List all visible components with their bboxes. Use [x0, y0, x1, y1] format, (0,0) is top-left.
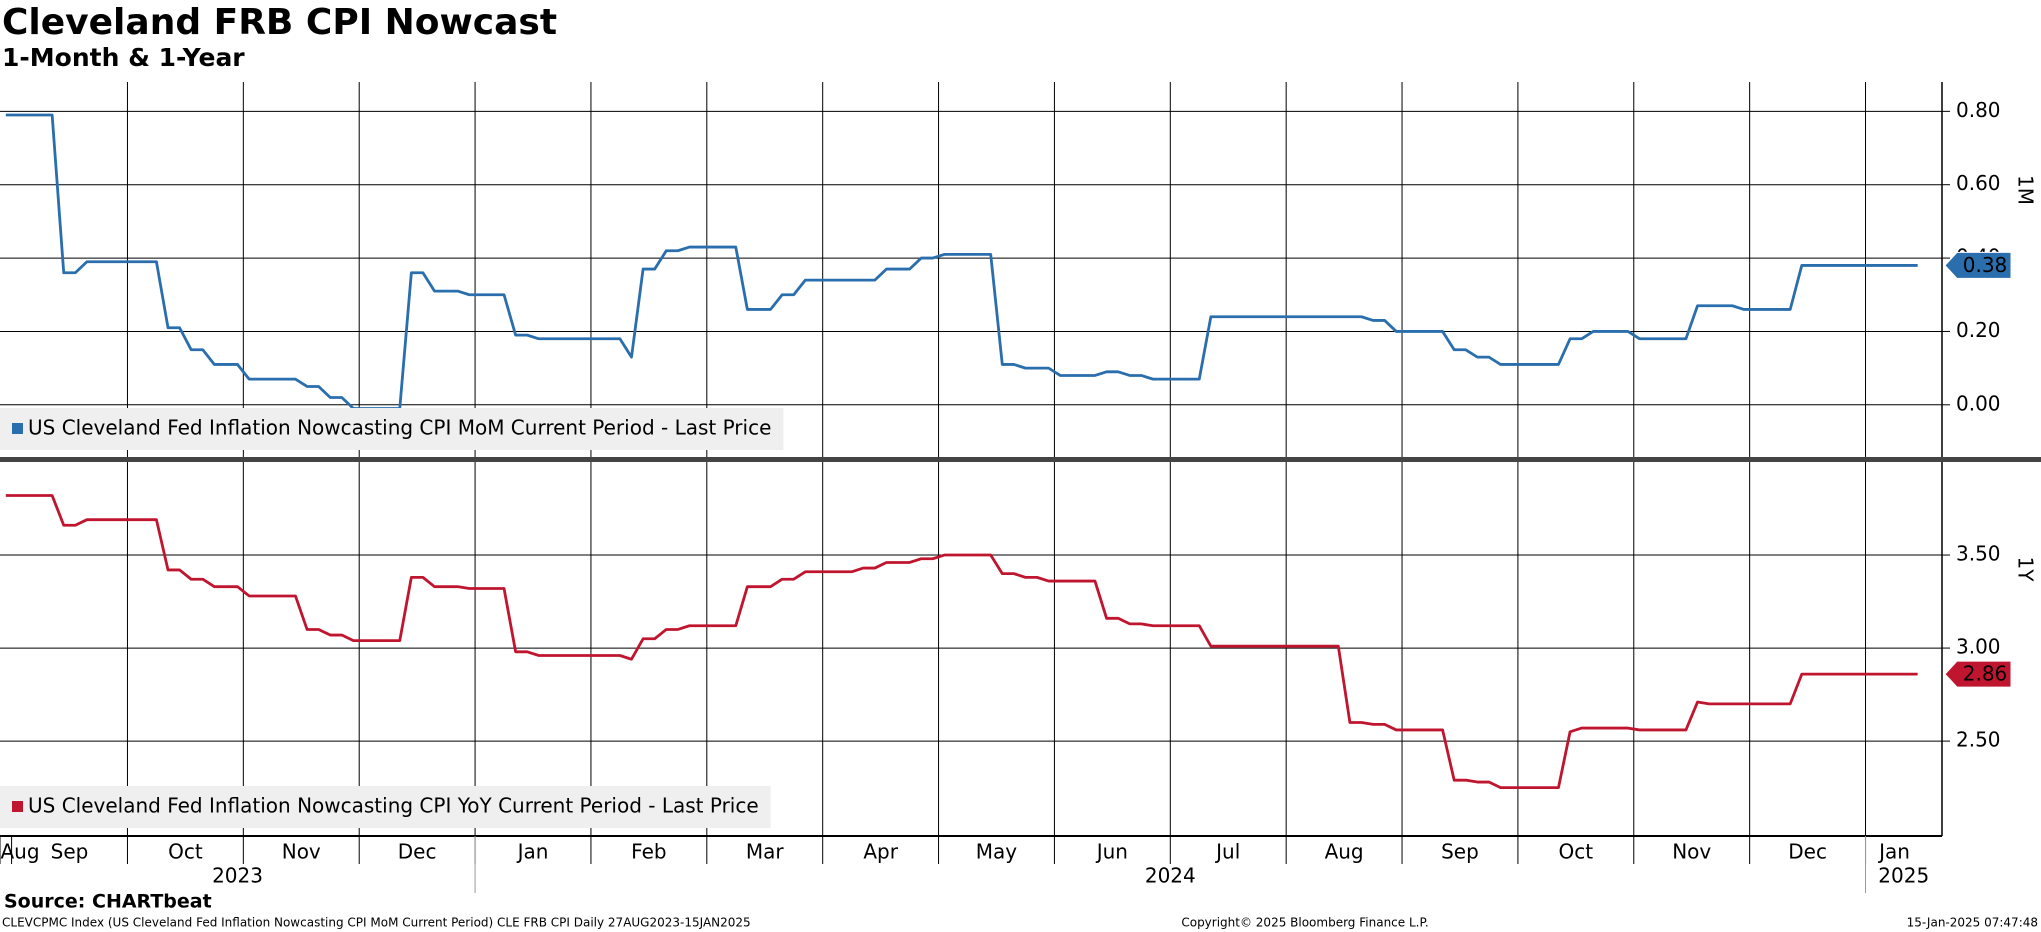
chart-subtitle: 1-Month & 1-Year: [2, 43, 245, 72]
x-tick-label: Aug: [1325, 840, 1364, 864]
y-tick-label: 0.80: [1956, 98, 2001, 122]
panel-label: 1Y: [2014, 557, 2038, 583]
legend: US Cleveland Fed Inflation Nowcasting CP…: [0, 408, 784, 450]
x-tick-label: Oct: [1559, 840, 1594, 864]
y-tick-label: 2.50: [1956, 728, 2001, 752]
year-label: 2025: [1878, 864, 1929, 888]
x-tick-label: Jun: [1095, 840, 1128, 864]
y-tick-label: 3.50: [1956, 542, 2001, 566]
last-value-label: 2.86: [1963, 662, 2008, 686]
legend-background: [0, 786, 771, 828]
x-tick-label: Dec: [1788, 840, 1827, 864]
legend-background: [0, 408, 784, 450]
year-label: 2024: [1145, 864, 1196, 888]
last-value-tag: [1944, 251, 2012, 279]
last-value-tag: [1944, 660, 2012, 688]
legend: US Cleveland Fed Inflation Nowcasting CP…: [0, 786, 771, 828]
y-tick-label: 0.60: [1956, 171, 2001, 195]
legend-swatch: [12, 423, 23, 434]
y-tick-label: 3.00: [1956, 635, 2001, 659]
x-tick-label: Dec: [398, 840, 437, 864]
y-tick-label: 0.20: [1956, 318, 2001, 342]
last-value-label: 0.38: [1963, 253, 2008, 277]
x-tick-label: Aug: [0, 840, 39, 864]
y-tick-label: 0.00: [1956, 391, 2001, 415]
x-tick-label: Jan: [516, 840, 549, 864]
series-line: [5, 113, 1918, 410]
legend-swatch: [12, 801, 23, 812]
footer-center: Copyright© 2025 Bloomberg Finance L.P.: [1181, 916, 1428, 930]
panel-separator: [0, 457, 2041, 462]
chart-title: Cleveland FRB CPI Nowcast: [2, 2, 557, 43]
x-tick-label: Sep: [1441, 840, 1479, 864]
legend-label: US Cleveland Fed Inflation Nowcasting CP…: [28, 794, 759, 818]
x-tick-label: Jul: [1214, 840, 1240, 864]
x-tick-label: Sep: [51, 840, 89, 864]
footer-left: CLEVCPMC Index (US Cleveland Fed Inflati…: [2, 916, 751, 930]
footer-right: 15-Jan-2025 07:47:48: [1907, 916, 2038, 930]
panel-label: 1M: [2014, 175, 2038, 205]
series-line: [5, 494, 1918, 790]
x-tick-label: Apr: [863, 840, 898, 864]
x-tick-label: Nov: [1672, 840, 1711, 864]
source: Source: CHARTbeat: [4, 891, 212, 913]
x-tick-label: Mar: [746, 840, 785, 864]
x-tick-label: May: [976, 840, 1018, 864]
x-tick-label: Oct: [168, 840, 203, 864]
x-tick-label: Nov: [282, 840, 321, 864]
x-tick-label: Jan: [1877, 840, 1910, 864]
legend-label: US Cleveland Fed Inflation Nowcasting CP…: [28, 416, 771, 440]
year-label: 2023: [212, 864, 263, 888]
x-tick-label: Feb: [631, 840, 666, 864]
